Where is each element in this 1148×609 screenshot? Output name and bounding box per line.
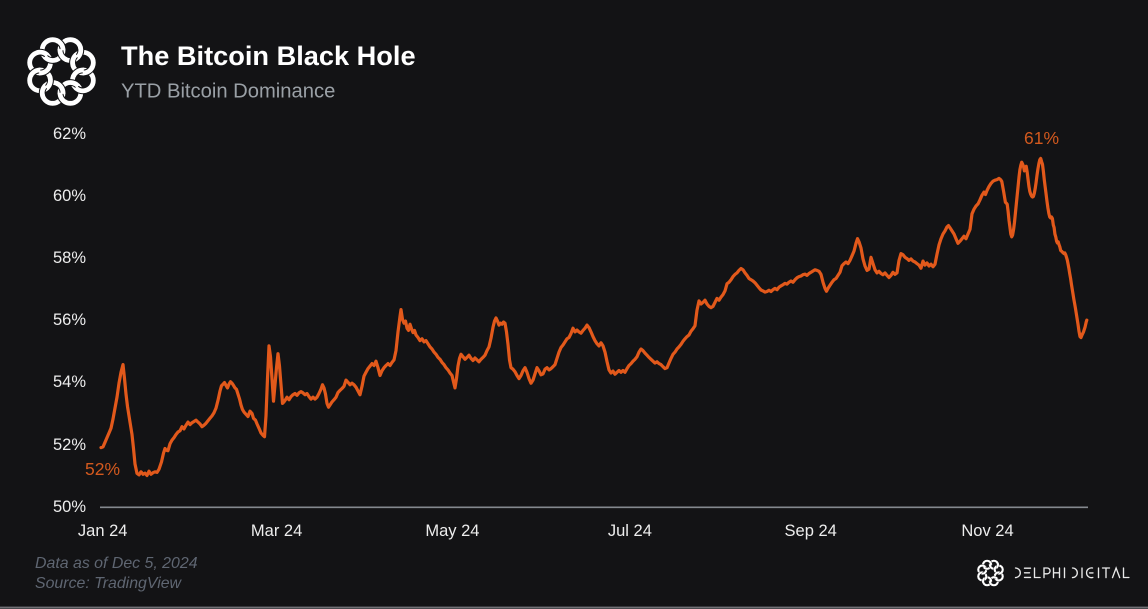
svg-text:56%: 56% (53, 311, 86, 329)
svg-text:Jan 24: Jan 24 (78, 522, 128, 540)
svg-text:Data as of Dec 5, 2024: Data as of Dec 5, 2024 (35, 555, 198, 572)
svg-text:58%: 58% (53, 249, 86, 267)
svg-text:62%: 62% (53, 125, 86, 143)
svg-text:Mar 24: Mar 24 (251, 522, 302, 540)
svg-text:May 24: May 24 (425, 522, 479, 540)
svg-text:52%: 52% (85, 459, 120, 479)
svg-text:50%: 50% (53, 498, 86, 516)
svg-text:Source: TradingView: Source: TradingView (35, 575, 183, 592)
svg-text:52%: 52% (53, 436, 86, 454)
svg-text:Jul 24: Jul 24 (608, 522, 652, 540)
svg-text:YTD Bitcoin Dominance: YTD Bitcoin Dominance (121, 81, 335, 103)
svg-text:61%: 61% (1024, 128, 1059, 148)
svg-text:The Bitcoin Black Hole: The Bitcoin Black Hole (121, 40, 416, 71)
svg-text:Nov 24: Nov 24 (961, 522, 1013, 540)
svg-text:54%: 54% (53, 373, 86, 391)
svg-text:Sep 24: Sep 24 (785, 522, 837, 540)
svg-text:60%: 60% (53, 187, 86, 205)
